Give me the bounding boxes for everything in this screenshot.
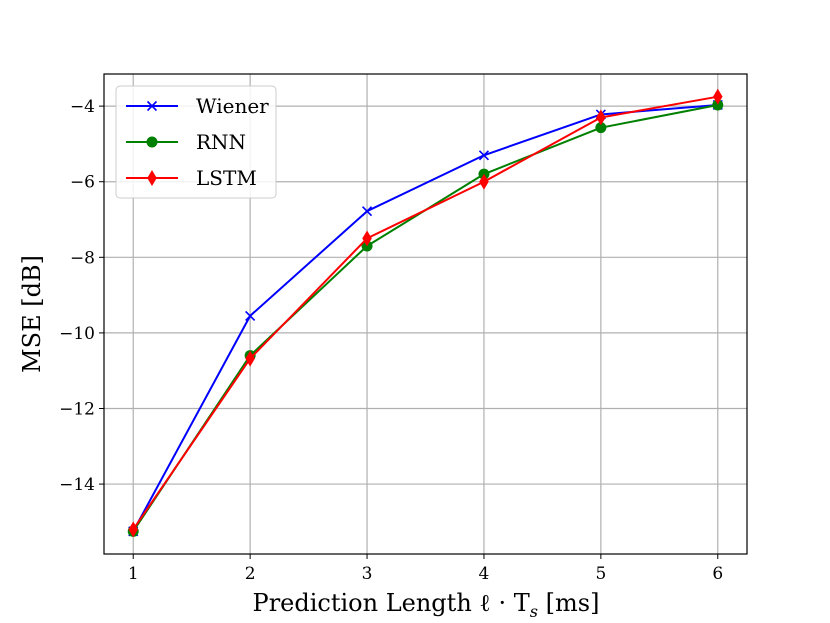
lstm-point bbox=[245, 350, 255, 367]
y-tick-label: −10 bbox=[59, 324, 95, 344]
y-tick-label: −8 bbox=[70, 248, 95, 268]
ticks: 1 2 3 4 5 6 −14 −12 −10 −8 −6 −4 bbox=[59, 97, 723, 584]
y-tick-label: −12 bbox=[59, 399, 95, 419]
wiener-point bbox=[361, 206, 373, 217]
y-tick-label: −4 bbox=[70, 97, 95, 117]
legend-marker-wiener bbox=[146, 100, 158, 112]
lstm-point bbox=[128, 521, 139, 538]
x-tick-label: 6 bbox=[712, 564, 723, 584]
x-tick-label: 4 bbox=[479, 564, 490, 584]
legend-box bbox=[115, 85, 277, 199]
plot-frame bbox=[103, 73, 748, 555]
legend-marker-rnn bbox=[146, 136, 158, 148]
x-axis-label: Prediction Length ℓ · Ts [ms] bbox=[253, 589, 600, 621]
legend-item-lstm: LSTM bbox=[126, 166, 257, 190]
lstm-point bbox=[712, 88, 723, 105]
wiener-point bbox=[478, 150, 490, 161]
legend-label-wiener: Wiener bbox=[196, 94, 269, 118]
y-tick-label: −14 bbox=[59, 475, 95, 495]
x-tick-label: 3 bbox=[362, 564, 373, 584]
lstm-point bbox=[596, 109, 606, 126]
lstm-point bbox=[479, 173, 489, 190]
series-lstm bbox=[128, 88, 723, 538]
y-axis-label: MSE [dB] bbox=[18, 255, 46, 373]
legend: Wiener RNN LSTM bbox=[115, 85, 277, 199]
x-tick-label: 1 bbox=[128, 564, 139, 584]
legend-label-rnn: RNN bbox=[196, 130, 246, 154]
x-tick-label: 5 bbox=[595, 564, 606, 584]
x-tick-label: 2 bbox=[245, 564, 256, 584]
lstm-point bbox=[362, 230, 372, 247]
wiener-line bbox=[132, 103, 718, 532]
series-layer bbox=[127, 88, 724, 538]
lstm-line bbox=[132, 95, 718, 530]
legend-label-lstm: LSTM bbox=[196, 166, 257, 190]
legend-item-wiener: Wiener bbox=[126, 94, 269, 118]
legend-marker-lstm bbox=[147, 170, 157, 186]
y-tick-label: −6 bbox=[70, 173, 95, 193]
wiener-point bbox=[245, 310, 256, 321]
legend-item-rnn: RNN bbox=[126, 130, 246, 154]
